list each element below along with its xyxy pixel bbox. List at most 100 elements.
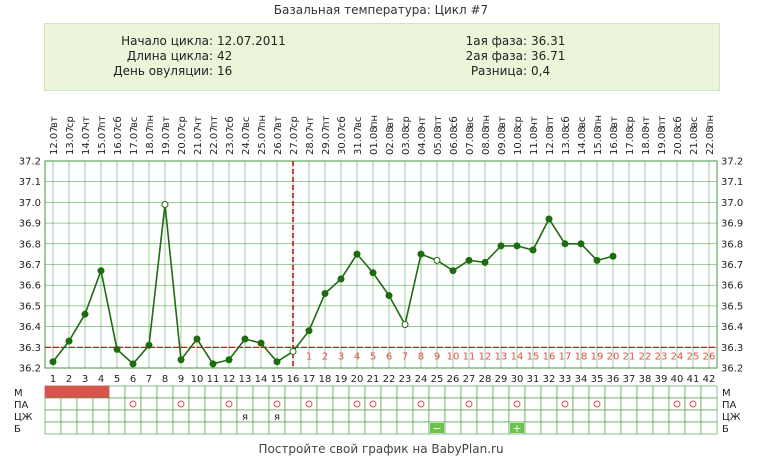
cycle-day-label: 41 [687,374,700,385]
temperature-point [209,360,217,368]
mucus-mark: я [274,412,280,423]
y-tick-label-left: 37.0 [19,198,41,209]
table-cell [284,409,302,423]
date-label: 17.08 [625,126,636,155]
luteal-day-number: 20 [607,351,620,362]
phase2-label: 2ая фаза: [465,49,527,63]
table-cell [700,409,718,423]
table-cell [92,397,110,411]
cycle-day-label: 23 [399,374,412,385]
temperature-point [497,242,505,250]
luteal-day-number: 8 [418,351,424,362]
date-label: 17.07 [129,126,140,155]
luteal-day-number: 7 [402,351,408,362]
pregnancy-test-result: + [512,422,521,435]
table-cell [652,409,670,423]
luteal-day-number: 3 [338,351,344,362]
table-cell [252,409,270,423]
table-cell [588,409,606,423]
table-cell [396,397,414,411]
weekday-label: сб [225,116,236,128]
table-cell [492,397,510,411]
date-label: 21.08 [689,126,700,155]
table-cell [284,421,302,435]
table-cell [524,397,542,411]
table-row-label-right: ПА [722,400,737,411]
table-cell [76,421,94,435]
table-cell [444,409,462,423]
table-cell [268,397,286,411]
table-cell [156,409,174,423]
luteal-day-number: 10 [447,351,460,362]
cycle-day-label: 5 [114,374,120,385]
table-cell [124,421,142,435]
table-cell [220,397,238,411]
table-cell [252,397,270,411]
weekday-label: вс [129,117,140,128]
table-cell [572,421,590,435]
cycle-day-label: 14 [255,374,268,385]
table-cell [364,385,382,399]
table-cell [92,409,110,423]
y-tick-label-right: 37.1 [721,177,743,188]
pregnancy-test-result: − [432,422,441,435]
page-title: Базальная температура: Цикл #7 [273,3,489,17]
y-tick-label-left: 37.1 [19,177,41,188]
cycle-day-label: 29 [495,374,508,385]
date-label: 09.08 [497,126,508,155]
date-label: 21.07 [193,126,204,155]
table-cell [348,397,366,411]
table-cell [284,385,302,399]
luteal-day-number: 9 [434,351,440,362]
cycle-day-label: 12 [223,374,236,385]
y-tick-label-left: 36.7 [19,260,41,271]
intercourse-mark [369,400,377,408]
table-cell [316,421,334,435]
weekday-label: пн [369,115,380,128]
table-cell [508,385,526,399]
luteal-day-number: 23 [655,351,668,362]
temperature-point [593,256,601,264]
footer-link[interactable]: Постройте свой график на BabyPlan.ru [258,442,504,456]
y-tick-label-right: 36.3 [721,343,743,354]
table-cell [412,421,430,435]
table-cell [380,409,398,423]
table-cell [236,385,254,399]
y-tick-label-left: 37.2 [19,157,41,168]
table-cell [300,397,318,411]
date-label: 18.08 [641,126,652,155]
table-cell [508,409,526,423]
temperature-point [193,335,201,343]
date-label: 15.07 [97,126,108,155]
cycle-day-label: 13 [239,374,252,385]
intercourse-mark [689,400,697,408]
cycle-day-label: 33 [559,374,572,385]
y-tick-label-right: 36.9 [721,219,743,230]
date-label: 04.08 [417,126,428,155]
intercourse-mark [673,400,681,408]
weekday-label: ср [65,116,76,128]
table-cell [364,409,382,423]
table-cell [300,421,318,435]
table-cell [684,421,702,435]
temperature-point [609,252,617,260]
y-tick-label-right: 36.7 [721,260,743,271]
table-cell [316,409,334,423]
table-cell [684,409,702,423]
table-cell [540,385,558,399]
weekday-label: чт [305,116,316,128]
table-cell [252,421,270,435]
intercourse-mark [561,400,569,408]
weekday-label: чт [641,116,652,128]
table-cell [636,409,654,423]
table-cell [348,385,366,399]
weekday-label: сб [561,116,572,128]
table-cell [700,421,718,435]
cycle-day-label: 16 [287,374,300,385]
y-tick-label-right: 36.5 [721,301,743,312]
table-cell [140,385,158,399]
table-row-label-left: Б [14,424,21,435]
table-cell [604,421,622,435]
weekday-label: сб [673,116,684,128]
table-cell [396,385,414,399]
